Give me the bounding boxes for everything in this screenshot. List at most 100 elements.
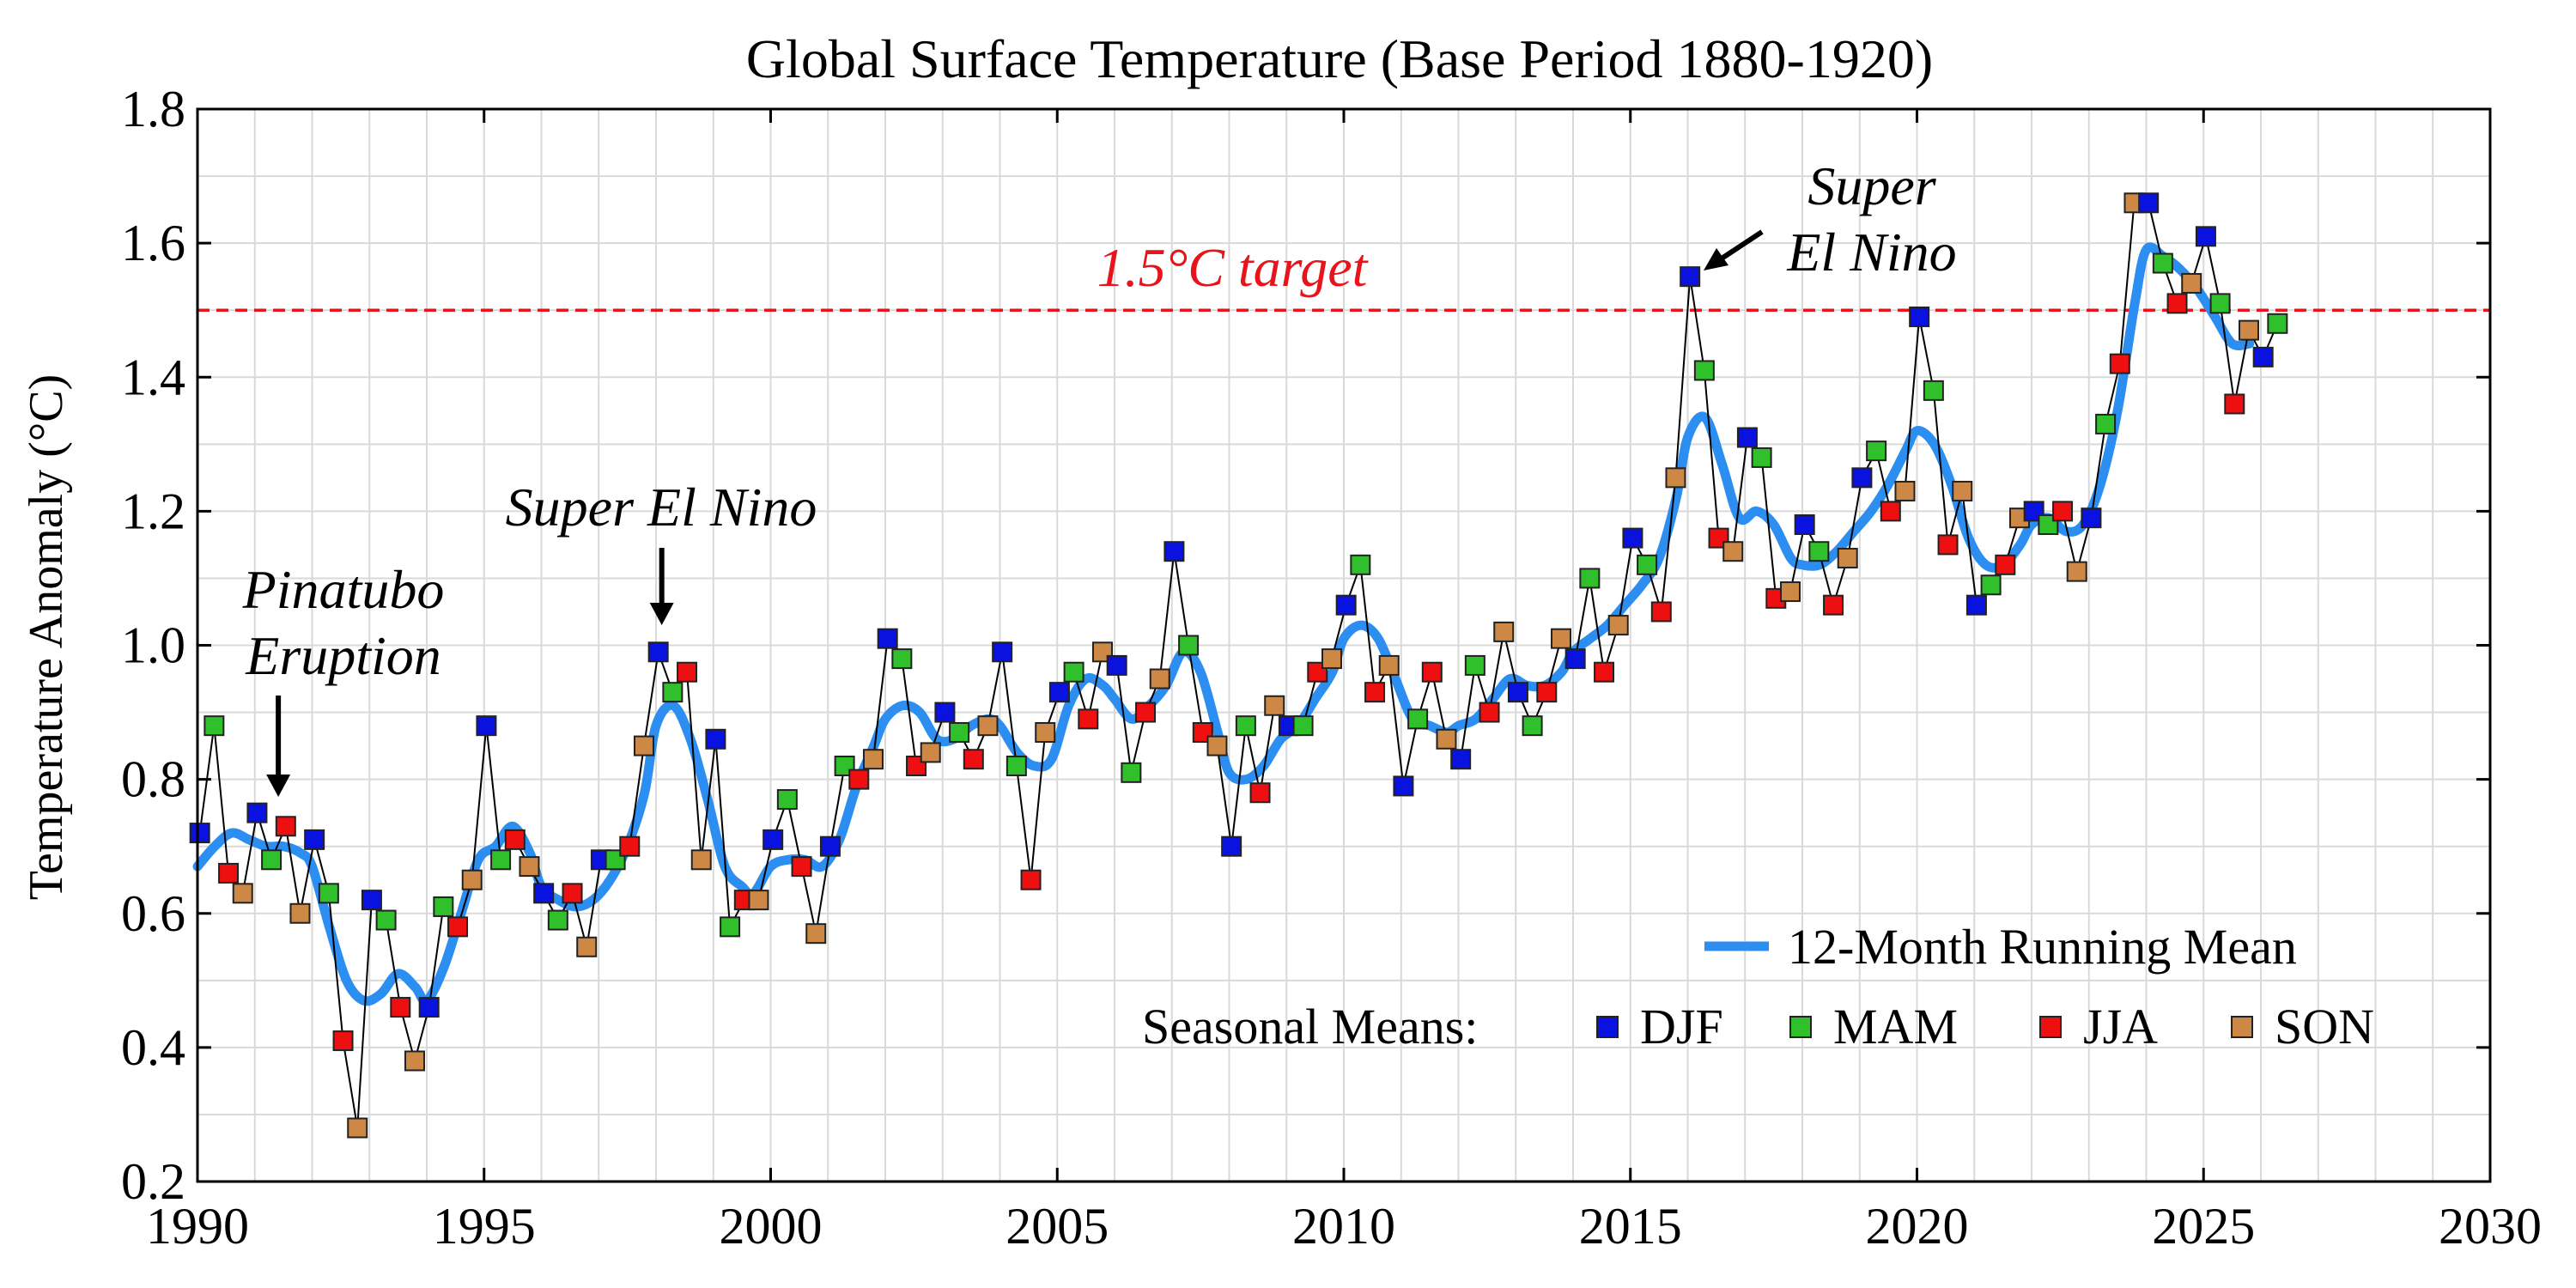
point-son bbox=[2238, 319, 2259, 341]
point-son bbox=[347, 1117, 368, 1139]
point-mam bbox=[720, 916, 741, 938]
pinatubo-label-line1: Pinatubo bbox=[242, 559, 445, 620]
point-son bbox=[1436, 728, 1457, 750]
point-jja bbox=[1421, 661, 1443, 683]
point-son bbox=[977, 715, 999, 737]
point-mam bbox=[1637, 554, 1658, 575]
legend-label-djf: DJF bbox=[1640, 999, 1723, 1054]
point-mam bbox=[490, 849, 512, 871]
point-mam bbox=[2267, 313, 2288, 334]
point-son bbox=[2181, 272, 2202, 294]
point-mam bbox=[1866, 440, 1887, 462]
point-jja bbox=[2109, 353, 2130, 374]
legend-swatch-son bbox=[2231, 1016, 2253, 1038]
point-son bbox=[690, 849, 712, 871]
point-mam bbox=[1350, 554, 1371, 575]
point-son bbox=[805, 923, 827, 945]
y-tick-label: 1.4 bbox=[121, 349, 185, 405]
point-mam bbox=[1808, 541, 1830, 562]
point-mam bbox=[1980, 574, 2002, 596]
point-son bbox=[576, 936, 598, 957]
point-son bbox=[1665, 467, 1686, 489]
point-djf bbox=[418, 997, 440, 1018]
point-jja bbox=[1823, 594, 1844, 616]
point-jja bbox=[619, 835, 641, 857]
pinatubo-arrow-head bbox=[266, 775, 291, 797]
legend-line-label: 12-Month Running Mean bbox=[1788, 919, 2297, 975]
point-jja bbox=[562, 883, 583, 904]
point-djf bbox=[1680, 266, 1701, 288]
point-jja bbox=[1650, 601, 1672, 623]
point-mam bbox=[1005, 756, 1027, 777]
point-djf bbox=[304, 829, 325, 850]
legend-swatch-mam bbox=[1789, 1016, 1812, 1038]
target-group: 1.5°C target bbox=[197, 237, 2490, 312]
x-tick-label: 2030 bbox=[2439, 1198, 2542, 1255]
legend-label-mam: MAM bbox=[1833, 999, 1958, 1054]
point-djf bbox=[361, 890, 382, 911]
point-son bbox=[1894, 480, 1916, 501]
legend: 12-Month Running Mean Seasonal Means: DJF M… bbox=[1142, 919, 2374, 1054]
point-mam bbox=[204, 715, 225, 737]
axes-group bbox=[196, 107, 2492, 1183]
point-mam bbox=[1923, 380, 1944, 401]
legend-seasonal-title: Seasonal Means: bbox=[1142, 999, 1478, 1054]
point-son bbox=[232, 883, 253, 904]
point-mam bbox=[433, 896, 454, 917]
point-son bbox=[461, 869, 483, 890]
super-el-nino-1998-arrow-head bbox=[649, 603, 674, 625]
point-djf bbox=[533, 883, 555, 904]
point-djf bbox=[1794, 513, 1815, 535]
point-djf bbox=[1335, 594, 1357, 616]
point-mam bbox=[547, 909, 568, 931]
point-mam bbox=[1693, 360, 1715, 381]
point-mam bbox=[662, 682, 683, 703]
point-son bbox=[1206, 735, 1228, 756]
point-jja bbox=[1479, 702, 1500, 723]
y-tick-label: 1.2 bbox=[121, 483, 185, 539]
legend-label-jja: JJA bbox=[2083, 999, 2158, 1054]
point-jja bbox=[2166, 293, 2188, 314]
target-label: 1.5°C target bbox=[1097, 237, 1370, 298]
point-son bbox=[862, 749, 884, 770]
point-son bbox=[289, 902, 311, 924]
point-djf bbox=[819, 835, 841, 857]
super-el-nino-2016-label-line2: El Nino bbox=[1786, 222, 1956, 283]
point-son bbox=[748, 890, 769, 911]
chart-title: Global Surface Temperature (Base Period … bbox=[746, 28, 1933, 89]
point-jja bbox=[447, 916, 469, 938]
y-tick-label: 0.8 bbox=[121, 751, 185, 808]
point-mam bbox=[318, 883, 339, 904]
point-son bbox=[1378, 654, 1400, 676]
point-son bbox=[1550, 628, 1571, 649]
point-jja bbox=[390, 997, 411, 1018]
point-jja bbox=[1135, 702, 1157, 723]
legend-label-son: SON bbox=[2275, 999, 2374, 1054]
point-jja bbox=[677, 661, 698, 683]
point-mam bbox=[2152, 252, 2173, 274]
point-mam bbox=[1407, 708, 1429, 730]
point-jja bbox=[332, 1030, 354, 1052]
x-tick-label: 2015 bbox=[1579, 1198, 1682, 1255]
x-tick-label: 2025 bbox=[2152, 1198, 2255, 1255]
point-mam bbox=[1121, 762, 1142, 783]
point-djf bbox=[476, 715, 497, 737]
point-jja bbox=[1020, 869, 1042, 890]
point-son bbox=[1722, 541, 1744, 562]
x-tick-label: 2020 bbox=[1866, 1198, 1969, 1255]
point-son bbox=[1321, 648, 1342, 670]
point-mam bbox=[776, 789, 798, 811]
pinatubo-label-line2: Eruption bbox=[245, 625, 441, 686]
tick-labels: 1990 1995 2000 2005 2010 2015 2020 2025 2030 0.2 0… bbox=[121, 81, 2542, 1255]
seasonal-points-group bbox=[189, 192, 2288, 1139]
x-tick-label: 2010 bbox=[1292, 1198, 1395, 1255]
point-jja bbox=[1249, 782, 1271, 804]
point-jja bbox=[1594, 661, 1615, 683]
point-mam bbox=[1178, 635, 1200, 656]
point-jja bbox=[2224, 393, 2245, 415]
point-djf bbox=[1450, 749, 1472, 770]
point-djf bbox=[2195, 226, 2216, 247]
point-djf bbox=[1106, 654, 1127, 676]
